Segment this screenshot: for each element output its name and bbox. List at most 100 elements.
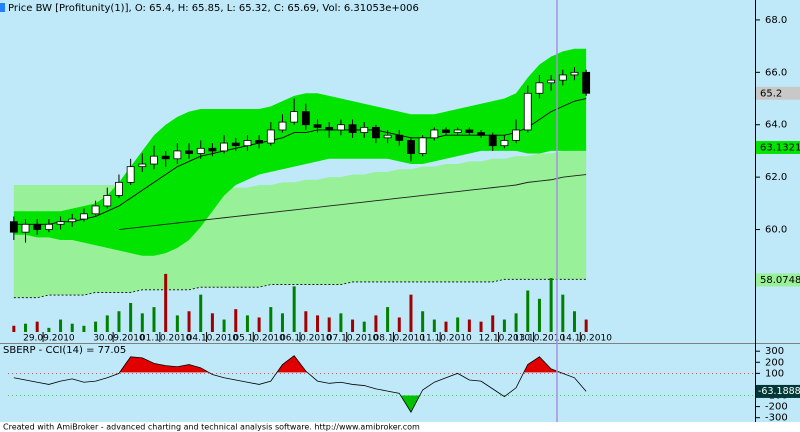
volume-bar xyxy=(362,321,366,332)
volume-bar xyxy=(292,286,296,332)
volume-bar xyxy=(374,315,378,332)
volume-bar xyxy=(444,321,448,332)
volume-bar xyxy=(456,317,460,332)
candle-body xyxy=(196,147,205,154)
volume-bar xyxy=(222,319,226,332)
value-box-label: -63.1888 xyxy=(758,386,800,397)
candle-body xyxy=(185,150,193,154)
x-tick-label: 13.10.2010 xyxy=(514,334,566,344)
value-box xyxy=(756,140,800,154)
candle-body xyxy=(220,142,228,152)
candle-body xyxy=(91,205,100,215)
candle-body xyxy=(453,129,462,133)
candle-body xyxy=(44,223,53,230)
x-tick-label: 08.10.2010 xyxy=(374,334,426,344)
volume-bar xyxy=(421,311,425,332)
x-tick-label: 11.10.2010 xyxy=(420,334,472,344)
candle-body xyxy=(477,132,485,136)
volume-bar xyxy=(210,313,214,332)
volume-bar xyxy=(561,294,565,332)
volume-bar xyxy=(82,325,86,332)
candle-body xyxy=(21,223,30,233)
volume-bar xyxy=(467,319,471,332)
candle-body xyxy=(33,223,42,230)
volume-bar xyxy=(304,311,308,332)
candle-body xyxy=(231,142,240,147)
pane-icon xyxy=(0,3,5,12)
cci-title: SBERP - CCI(14) = 77.05 xyxy=(3,345,126,356)
band-area xyxy=(13,48,587,256)
candle-body xyxy=(173,150,182,160)
candle-body xyxy=(570,71,579,76)
moving-average xyxy=(118,174,587,230)
volume-bar xyxy=(514,313,518,332)
candle-body xyxy=(558,74,567,81)
candle-body xyxy=(150,155,158,165)
volume-bar xyxy=(479,321,483,332)
y-tick-label: -200 xyxy=(765,402,788,413)
candle-body xyxy=(430,129,439,139)
y-tick-label: 64.0 xyxy=(765,120,787,131)
volume-bar xyxy=(584,319,588,332)
candle-body xyxy=(523,92,532,131)
candle-body xyxy=(208,147,217,152)
volume-bar xyxy=(129,302,133,332)
y-tick-label: 68.0 xyxy=(765,15,787,26)
volume-bar xyxy=(94,321,98,332)
candle-body xyxy=(103,195,112,207)
volume-bar xyxy=(70,323,74,332)
volume-bar xyxy=(257,317,261,332)
price-title: Price BW [Profitunity(1)], O: 65.4, H: 6… xyxy=(8,3,419,14)
volume-bar xyxy=(351,319,355,332)
candle-body xyxy=(383,134,392,139)
y-tick-label: 100 xyxy=(765,368,784,379)
candle-body xyxy=(313,124,322,128)
candle-body xyxy=(9,221,18,233)
y-tick-label: 60.0 xyxy=(765,225,787,236)
price-chart: 29.09.2010 30.09.201001.10.201004.10.2010… xyxy=(9,15,800,344)
volume-bar xyxy=(316,315,320,332)
x-tick-label: 29.09.2010 xyxy=(23,334,75,344)
volume-bar xyxy=(245,315,249,332)
volume-bar xyxy=(199,294,203,332)
value-box xyxy=(756,384,800,398)
y-tick-label: -300 xyxy=(765,413,788,424)
volume-bar xyxy=(386,307,390,332)
candle-body xyxy=(488,134,497,147)
candle-body xyxy=(372,126,380,139)
volume-bar xyxy=(47,327,51,332)
value-box-label: 58.0748 xyxy=(760,275,800,286)
candle-body xyxy=(80,213,88,220)
volume-bar xyxy=(187,311,191,332)
y-tick-label: 62.0 xyxy=(765,172,787,183)
x-tick-label: 30.09.2010 xyxy=(93,334,145,344)
candle-body xyxy=(325,126,334,131)
volume-bar xyxy=(24,323,28,332)
volume-bar xyxy=(491,315,495,332)
volume-bar xyxy=(526,290,530,332)
volume-bar xyxy=(35,321,39,332)
volume-bar xyxy=(549,278,553,332)
candle-body xyxy=(582,71,591,94)
candle-body xyxy=(442,129,450,133)
volume-bar xyxy=(234,309,238,332)
candle-body xyxy=(278,121,287,131)
candle-body xyxy=(161,155,170,160)
volume-bar xyxy=(164,273,168,332)
x-tick-label: 04.10.2010 xyxy=(187,334,239,344)
volume-bar xyxy=(59,319,63,332)
candle-body xyxy=(243,140,252,147)
x-tick-label: 14.10.2010 xyxy=(560,334,612,344)
volume-bar xyxy=(339,313,343,332)
candle-body xyxy=(512,129,520,141)
volume-bar xyxy=(269,307,273,332)
x-tick-label: 07.10.2010 xyxy=(327,334,379,344)
candle-body xyxy=(535,82,544,94)
cci-chart: -300-200-100100200300-63.1888 xyxy=(8,346,800,424)
volume-bar xyxy=(409,294,413,332)
candle-body xyxy=(465,129,474,133)
candle-body xyxy=(115,181,123,196)
volume-bar xyxy=(105,315,109,332)
candle-body xyxy=(395,134,404,141)
value-box xyxy=(756,86,800,100)
